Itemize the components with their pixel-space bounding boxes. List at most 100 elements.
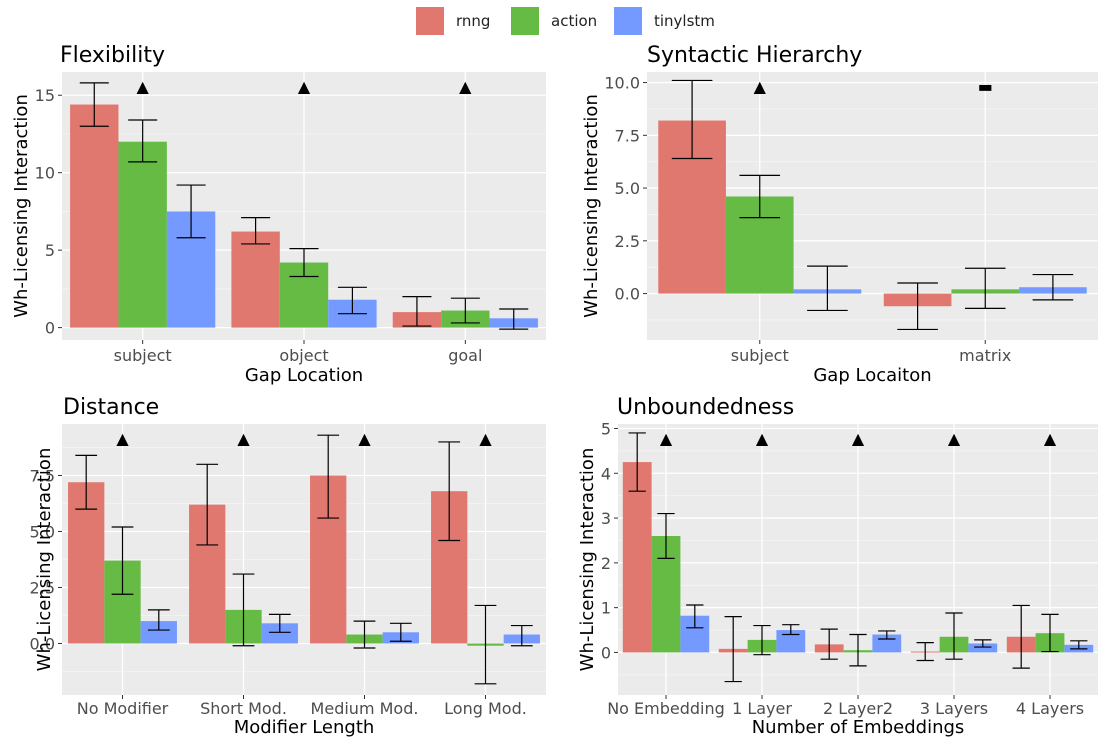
error-bar-tinylstm-3-layers [974, 639, 992, 648]
error-bar-action-long-mod [474, 604, 497, 685]
error-bar-action-no-embedding [657, 512, 675, 559]
y-tick-label: 7.5 [30, 467, 55, 486]
significance-marker-4-layers: ▲ [1044, 429, 1057, 448]
error-bar-tinylstm-subject [807, 265, 848, 312]
chart-title: Flexibility [60, 43, 165, 68]
error-bar-rnng-3-layers [916, 641, 934, 662]
y-tick-label: 3 [601, 509, 611, 528]
x-tick-label-subject: subject [731, 346, 789, 365]
legend-swatch-rnng [416, 7, 444, 35]
significance-marker-medium-mod: ▲ [358, 429, 371, 448]
error-bar-rnng-subject [671, 79, 713, 160]
significance-marker-matrix: ▬ [978, 77, 993, 96]
y-tick-label: 5 [45, 241, 55, 260]
significance-marker-goal: ▲ [459, 77, 472, 96]
x-tick-label-4-layers: 4 Layers [1016, 699, 1084, 718]
x-tick-label-3-layers: 3 Layers [920, 699, 988, 718]
x-tick-label-subject: subject [114, 346, 172, 365]
distance-chart: ▲ ▲ ▲ ▲ 0.0 2.5 5.0 7.5 No Modifier Short Mod. Med… [30, 395, 546, 738]
x-tick-label-no-embedding: No Embedding [607, 699, 725, 718]
y-tick-label: 0.0 [615, 285, 640, 304]
x-tick-label-2-layer2: 2 Layer2 [823, 699, 893, 718]
legend-swatch-action [511, 7, 539, 35]
legend-label-rnng: rnng [456, 12, 491, 30]
y-tick-label: 10.0 [604, 74, 640, 93]
x-axis-title: Modifier Length [234, 717, 375, 738]
error-bar-tinylstm-goal [499, 308, 529, 330]
bar-rnng-object [231, 231, 280, 328]
error-bar-tinylstm-long-mod [510, 624, 533, 647]
y-axis-title: Wh-Licensing Interaction [577, 448, 598, 672]
error-bar-action-medium-mod [353, 620, 376, 649]
x-tick-label-object: object [279, 346, 328, 365]
y-tick-label: 7.5 [615, 126, 640, 145]
x-axis-title: Gap Location [245, 365, 363, 386]
legend-label-action: action [551, 12, 598, 30]
error-bar-rnng-subject [79, 82, 109, 127]
error-bar-action-goal [450, 297, 480, 324]
error-bar-tinylstm-matrix [1032, 273, 1074, 301]
significance-marker-object: ▲ [298, 77, 311, 96]
error-bar-tinylstm-medium-mod [389, 622, 412, 642]
error-bar-rnng-matrix [897, 282, 938, 331]
bar-rnng-subject [70, 104, 119, 328]
syntactic-hierarchy-chart: ▲ ▬ 0.0 2.5 5.0 7.5 10.0 subject matrix Syntactic… [581, 43, 1098, 386]
y-tick-label: 5.0 [30, 523, 55, 542]
error-bar-rnng-no-embedding [628, 432, 646, 492]
y-tick-label: 5.0 [615, 179, 640, 198]
bar-tinylstm-3-layers [968, 643, 998, 653]
error-bar-action-4-layers [1041, 613, 1059, 653]
chart-title: Syntactic Hierarchy [647, 43, 862, 68]
y-tick-label: 2 [601, 554, 611, 573]
y-axis-title: Wh-Licensing Interaction [11, 94, 32, 318]
y-tick-label: 15 [35, 86, 55, 105]
significance-marker-no-embedding: ▲ [660, 429, 673, 448]
y-axis-title: Wh-Licensing Interaction [581, 94, 602, 318]
significance-marker-3-layers: ▲ [948, 429, 961, 448]
error-bar-tinylstm-object [337, 286, 367, 315]
error-bar-rnng-1-layer [724, 616, 742, 683]
chart-title: Unboundedness [617, 395, 794, 420]
error-bar-action-subject [739, 174, 781, 219]
error-bar-action-2-layer2 [849, 633, 867, 667]
y-tick-label: 5 [601, 419, 611, 438]
y-tick-label: 10 [35, 164, 55, 183]
legend-item-action: action [511, 7, 598, 35]
y-tick-label: 4 [601, 464, 611, 483]
error-bar-action-no-modifier [111, 526, 134, 595]
flexibility-chart: ▲ ▲ ▲ 0 5 10 15 subject object goal Flexibility Gap… [11, 43, 546, 386]
significance-marker-1-layer: ▲ [756, 429, 769, 448]
x-tick-label-no-modifier: No Modifier [77, 699, 169, 718]
error-bar-action-subject [128, 119, 158, 163]
legend-label-tinylstm: tinylstm [654, 12, 715, 30]
y-tick-label: 0 [45, 319, 55, 338]
x-tick-label-matrix: matrix [959, 346, 1011, 365]
error-bar-rnng-object [241, 217, 271, 245]
significance-marker-subject: ▲ [137, 77, 150, 96]
bar-action-subject [118, 141, 167, 328]
error-bar-rnng-4-layers [1012, 604, 1030, 669]
significance-marker-2-layer2: ▲ [852, 429, 865, 448]
y-tick-label: 0 [601, 643, 611, 662]
bar-rnng-no-embedding [622, 462, 652, 653]
error-bar-tinylstm-4-layers [1070, 640, 1088, 650]
bar-tinylstm-short-mod [261, 623, 298, 644]
error-bar-rnng-long-mod [438, 441, 461, 542]
legend-item-rnng: rnng [416, 7, 491, 35]
error-bar-rnng-short-mod [196, 463, 219, 546]
error-bar-tinylstm-2-layer2 [878, 630, 896, 640]
legend-swatch-tinylstm [614, 7, 642, 35]
significance-marker-long-mod: ▲ [479, 429, 492, 448]
y-tick-label: 0.0 [30, 634, 55, 653]
bar-tinylstm-no-modifier [140, 621, 177, 644]
error-bar-rnng-2-layer2 [820, 628, 838, 660]
error-bar-action-matrix [964, 267, 1006, 309]
legend-item-tinylstm: tinylstm [614, 7, 715, 35]
unboundedness-chart: ▲ ▲ ▲ ▲ ▲ 0 1 2 3 4 5 No Embedding 1 Layer 2 Layer2 3 … [577, 395, 1098, 738]
chart-title: Distance [63, 395, 159, 420]
significance-marker-subject: ▲ [754, 77, 767, 96]
y-tick-label: 2.5 [615, 232, 640, 251]
x-tick-label-goal: goal [448, 346, 482, 365]
error-bar-action-3-layers [945, 612, 963, 660]
significance-marker-no-modifier: ▲ [116, 429, 129, 448]
